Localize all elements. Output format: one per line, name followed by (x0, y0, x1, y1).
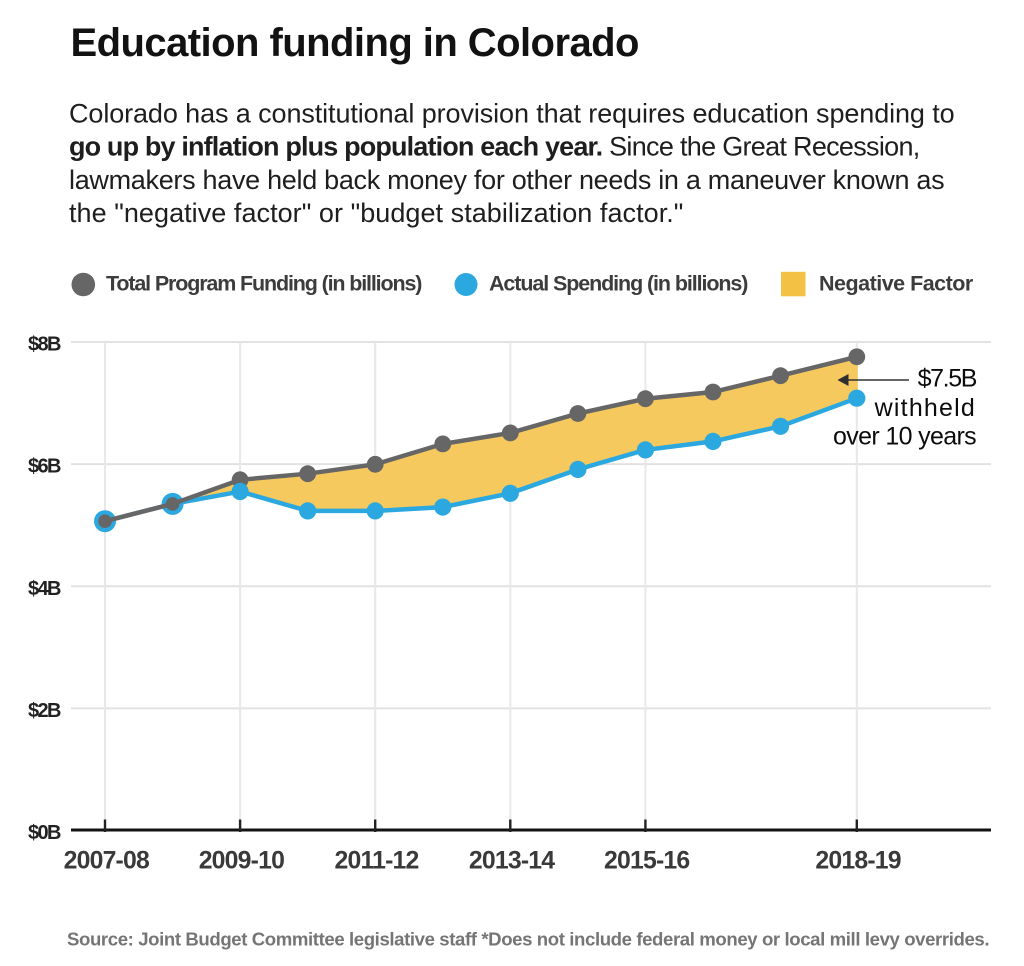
svg-text:Total Program Funding (in bill: Total Program Funding (in billions) (106, 272, 422, 296)
svg-text:the "negative factor" or "budg: the "negative factor" or "budget stabili… (69, 198, 683, 228)
svg-text:2009-10: 2009-10 (199, 848, 284, 875)
svg-text:2011-12: 2011-12 (334, 848, 418, 875)
svg-text:withheld: withheld (874, 394, 976, 422)
svg-text:go up by inflation plus popula: go up by inflation plus population each … (69, 132, 920, 162)
svg-text:2018-19: 2018-19 (815, 848, 900, 875)
svg-text:2015-16: 2015-16 (604, 848, 689, 875)
svg-text:Education funding in Colorado: Education funding in Colorado (71, 21, 639, 65)
svg-text:$8B: $8B (28, 334, 61, 356)
svg-text:2013-14: 2013-14 (469, 848, 555, 875)
svg-text:lawmakers have held back money: lawmakers have held back money for other… (69, 165, 944, 195)
svg-text:Colorado has a constitutional: Colorado has a constitutional provision … (69, 98, 955, 128)
svg-text:$0B: $0B (28, 822, 61, 844)
svg-text:$7.5B: $7.5B (918, 365, 977, 393)
svg-text:$4B: $4B (28, 578, 61, 600)
svg-text:Actual Spending (in billions): Actual Spending (in billions) (489, 272, 748, 296)
svg-text:Negative Factor: Negative Factor (819, 272, 974, 296)
svg-text:over 10 years: over 10 years (833, 423, 976, 451)
svg-text:$2B: $2B (28, 700, 61, 722)
svg-text:Source: Joint Budget Committee: Source: Joint Budget Committee legislati… (67, 929, 989, 950)
svg-text:2007-08: 2007-08 (64, 848, 150, 875)
svg-text:$6B: $6B (28, 456, 61, 478)
